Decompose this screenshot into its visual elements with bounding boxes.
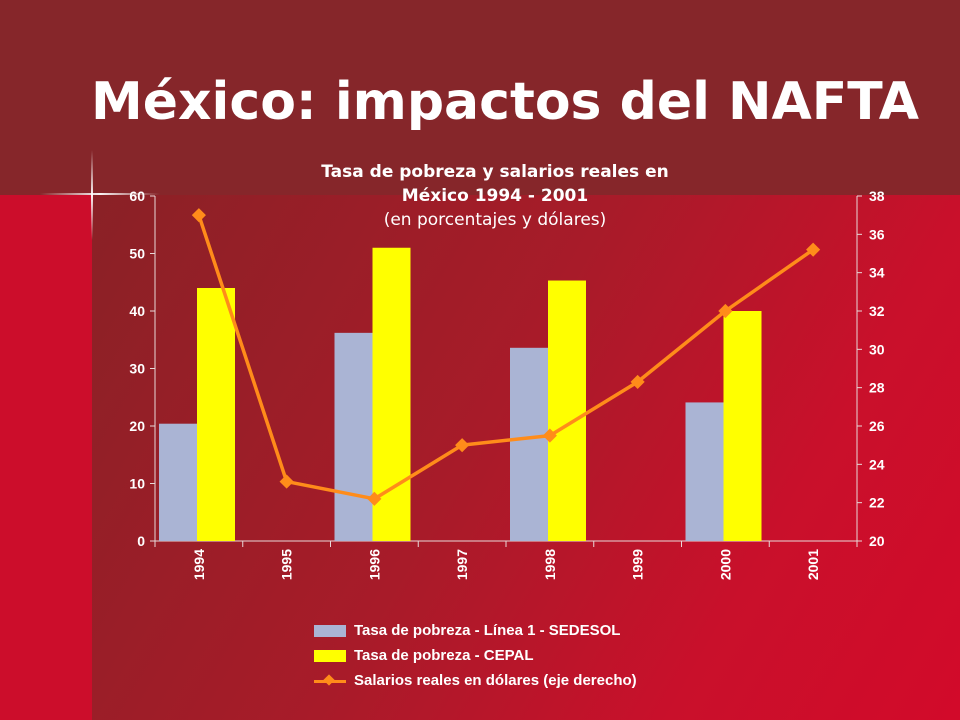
- right-axis-tick-label: 22: [869, 495, 885, 511]
- salarios-line: [197, 214, 815, 501]
- right-axis-tick-label: 38: [869, 188, 885, 204]
- left-axis-tick-label: 40: [129, 303, 145, 319]
- bar-cepal: [197, 288, 235, 541]
- right-axis-tick-label: 30: [869, 341, 885, 357]
- salarios-point: [279, 474, 294, 489]
- left-axis-tick-label: 60: [129, 188, 145, 204]
- bar-sedesol: [510, 347, 548, 541]
- legend-swatch-sedesol: [314, 624, 346, 637]
- chart-title-line-2: México 1994 - 2001: [401, 186, 589, 206]
- bar-cepal: [548, 280, 586, 541]
- chart-title-line-1: Tasa de pobreza y salarios reales en: [321, 162, 669, 182]
- salarios-point: [718, 303, 733, 319]
- left-axis-tick-label: 50: [129, 246, 145, 262]
- bar-sedesol: [334, 332, 373, 541]
- x-axis-tick-label: 1995: [279, 549, 295, 580]
- salarios-point: [806, 242, 821, 257]
- sparkle-decoration-horizontal: [40, 193, 160, 195]
- left-axis-tick-label: 10: [129, 476, 145, 492]
- legend-swatch-salarios: [314, 673, 346, 687]
- legend-item-cepal: Tasa de pobreza - CEPAL: [314, 643, 637, 668]
- legend-label-salarios: Salarios reales en dólares (eje derecho): [354, 672, 637, 689]
- x-axis-tick-label: 2001: [805, 549, 821, 580]
- left-axis-tick-label: 30: [129, 361, 145, 377]
- legend-swatch-cepal: [314, 649, 346, 662]
- title-band: [0, 0, 960, 195]
- slide-title: México: impactos del NAFTA: [91, 72, 919, 132]
- right-axis-tick-label: 20: [869, 533, 885, 549]
- legend-label-cepal: Tasa de pobreza - CEPAL: [354, 647, 534, 664]
- sparkle-decoration-vertical: [91, 150, 93, 240]
- salarios-point: [191, 208, 206, 223]
- x-axis-tick-label: 1994: [191, 549, 207, 580]
- left-axis-tick-label: 20: [129, 418, 145, 434]
- left-axis-tick-label: 0: [137, 533, 145, 549]
- chart-subtitle: (en porcentajes y dólares): [383, 210, 607, 230]
- right-axis-tick-label: 24: [869, 456, 885, 472]
- x-axis-tick-label: 1998: [542, 549, 558, 580]
- bar-sedesol: [159, 423, 197, 541]
- x-axis-tick-label: 2000: [717, 549, 733, 580]
- x-axis-tick-label: 1997: [454, 549, 470, 580]
- salarios-point: [367, 491, 382, 506]
- right-axis-tick-label: 32: [869, 303, 885, 319]
- x-axis-tick-label: 1996: [366, 549, 382, 580]
- chart-title: Tasa de pobreza y salarios reales en Méx…: [250, 160, 740, 232]
- bar-cepal: [723, 311, 762, 541]
- salarios-point: [542, 428, 557, 443]
- bar-sedesol: [685, 402, 724, 541]
- right-axis-tick-label: 36: [869, 226, 885, 242]
- bar-cepal: [372, 247, 411, 541]
- salarios-point: [455, 438, 470, 453]
- legend-item-salarios: Salarios reales en dólares (eje derecho): [314, 668, 637, 693]
- salarios-point: [630, 374, 645, 389]
- right-axis-tick-label: 34: [869, 265, 885, 281]
- chart-legend: Tasa de pobreza - Línea 1 - SEDESOL Tasa…: [314, 618, 637, 693]
- left-accent-strip: [0, 195, 92, 720]
- x-axis-tick-label: 1999: [630, 549, 646, 580]
- right-axis-tick-label: 28: [869, 380, 885, 396]
- legend-label-sedesol: Tasa de pobreza - Línea 1 - SEDESOL: [354, 622, 621, 639]
- legend-item-sedesol: Tasa de pobreza - Línea 1 - SEDESOL: [314, 618, 637, 643]
- right-axis-tick-label: 26: [869, 418, 885, 434]
